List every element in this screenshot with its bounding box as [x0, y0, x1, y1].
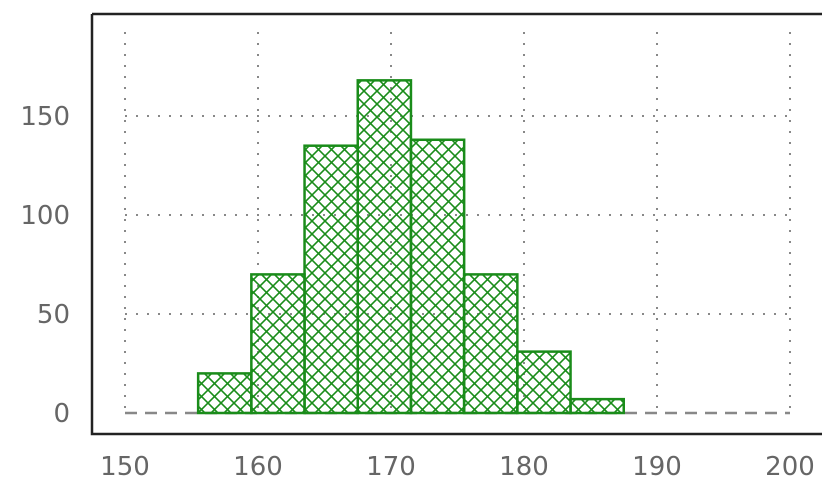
x-tick-label: 160 [233, 452, 283, 479]
bars-group [196, 79, 625, 415]
y-tick-label: 100 [20, 201, 70, 231]
x-tick-label: 200 [765, 452, 815, 479]
histogram-bar [569, 397, 625, 415]
x-tick-label: 190 [632, 452, 682, 479]
histogram-bar [250, 273, 306, 415]
x-tick-label: 180 [499, 452, 549, 479]
y-tick-label: 0 [53, 399, 70, 429]
x-tick-labels: 150 160 170 180 190 200 [100, 452, 815, 479]
histogram-bar [409, 138, 466, 415]
histogram-bar [303, 144, 359, 415]
x-tick-label: 170 [366, 452, 416, 479]
y-tick-label: 50 [37, 300, 70, 330]
histogram-bar [356, 79, 413, 415]
histogram-bar [196, 372, 253, 415]
grid-lines [124, 32, 791, 413]
plot-frame [90, 12, 822, 436]
x-tick-label: 150 [100, 452, 150, 479]
histogram-bar [462, 273, 519, 415]
histogram-bar [516, 350, 572, 415]
y-tick-labels: 0 50 100 150 [20, 102, 70, 429]
y-tick-label: 150 [20, 102, 70, 132]
